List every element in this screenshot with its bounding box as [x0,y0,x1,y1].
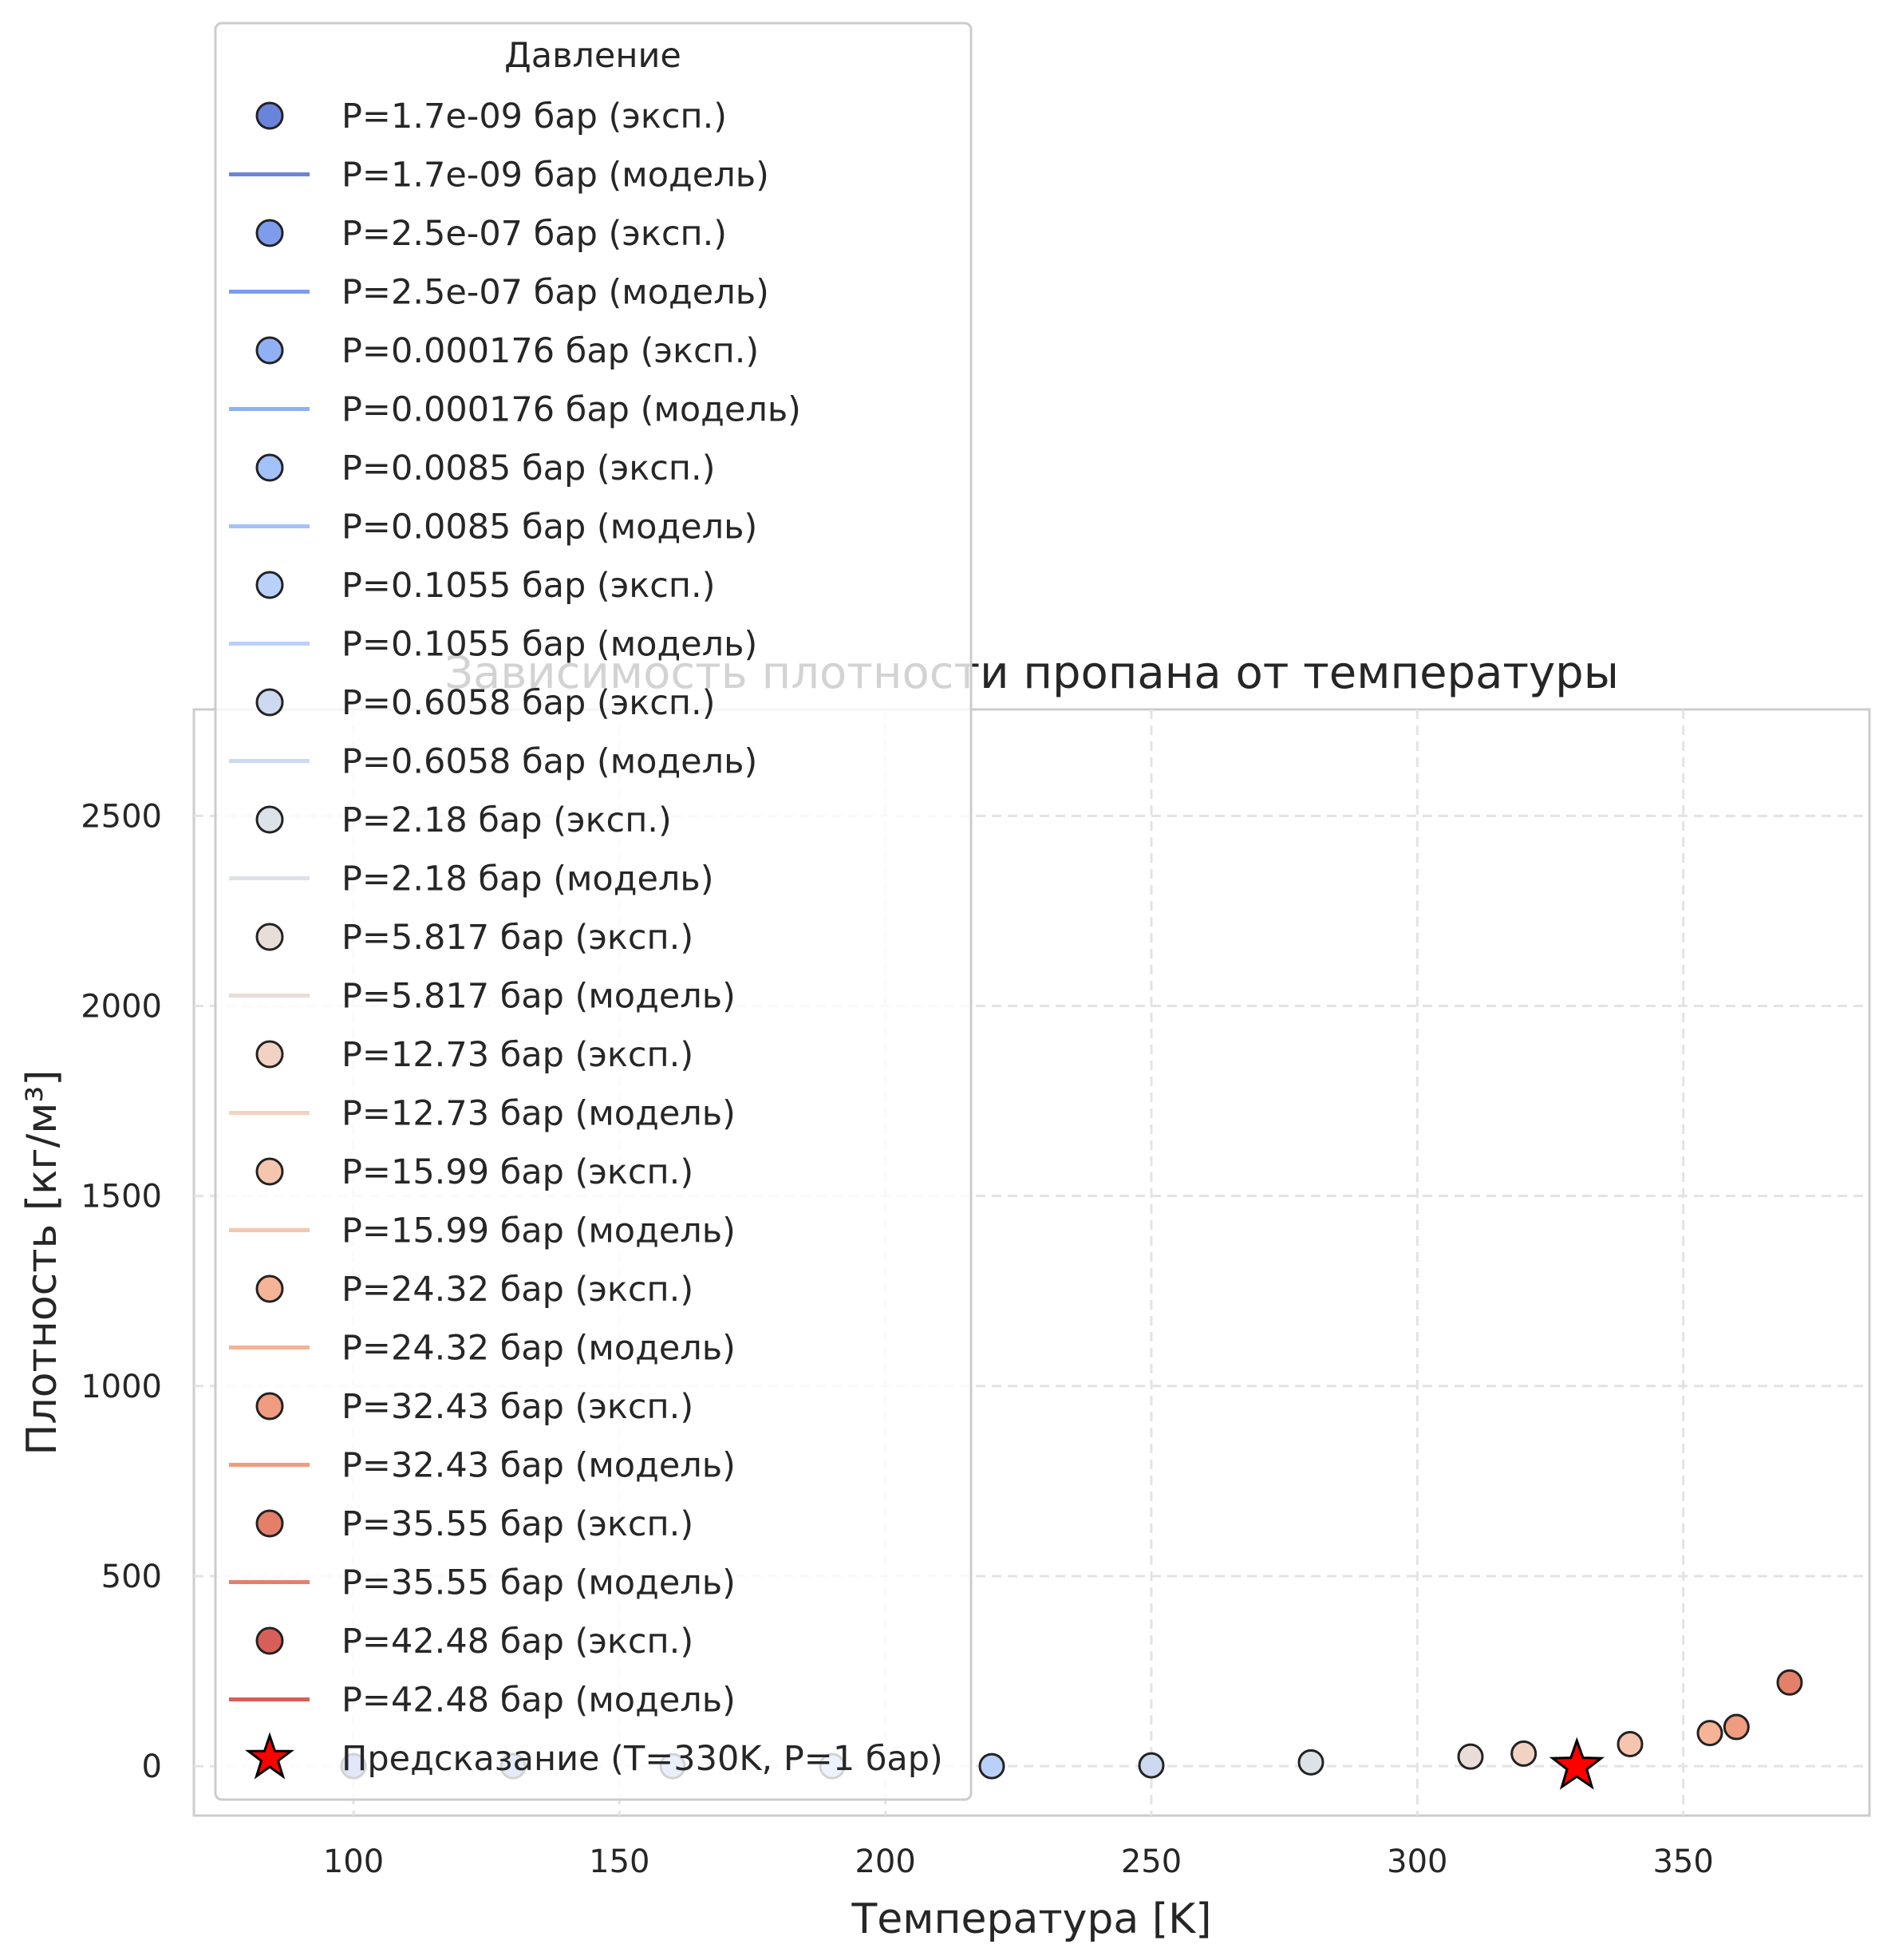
legend-entry-exp: P=12.73 бар (эксп.) [341,1035,693,1075]
legend-marker [255,805,284,834]
legend-marker [255,1392,284,1421]
legend-entry-prediction: Предсказание (T=330K, P=1 бар) [341,1739,943,1779]
legend-marker [255,688,284,717]
legend-entry-exp: P=24.32 бар (эксп.) [341,1270,693,1310]
y-tick-labels: 0 500 1000 1500 2000 2500 [81,798,162,1785]
legend-entry-exp: P=0.0085 бар (эксп.) [341,449,715,488]
legend-marker [255,1040,284,1069]
data-point [1138,1752,1165,1779]
legend-entry-model: P=0.0085 бар (модель) [341,508,757,547]
legend-entry-model: P=2.5e-07 бар (модель) [341,273,769,313]
x-tick-label: 200 [855,1843,915,1880]
data-point [1510,1740,1538,1767]
legend-marker [255,923,284,951]
legend-marker [255,101,284,130]
legend-entry-model: P=15.99 бар (модель) [341,1211,736,1251]
legend-title: Давление [504,36,681,76]
legend-entry-exp: P=1.7e-09 бар (эксп.) [341,97,727,136]
y-tick-label: 500 [101,1559,162,1595]
x-axis-label: Температура [K] [851,1895,1212,1943]
y-tick-label: 2000 [81,989,162,1025]
data-point [978,1753,1005,1780]
legend-entry-exp: P=2.18 бар (эксп.) [341,800,672,840]
legend-entry-exp: P=0.1055 бар (эксп.) [341,566,715,606]
y-tick-label: 0 [142,1749,162,1785]
legend-marker [255,1157,284,1186]
legend-marker [255,1626,284,1655]
y-tick-label: 1500 [81,1179,162,1215]
x-tick-label: 300 [1387,1843,1447,1880]
legend-entry-exp: P=0.000176 бар (эксп.) [341,331,759,371]
data-point [1723,1713,1750,1741]
legend-marker [255,453,284,482]
legend-entry-exp: P=0.6058 бар (эксп.) [341,683,715,723]
legend-entry-exp: P=42.48 бар (эксп.) [341,1622,693,1662]
data-point [1696,1720,1723,1747]
legend-entry-model: P=42.48 бар (модель) [341,1681,736,1721]
legend-entry-model: P=35.55 бар (модель) [341,1563,736,1603]
data-point [1457,1743,1484,1770]
x-tick-label: 100 [323,1843,384,1880]
legend-entry-model: P=0.6058 бар (модель) [341,742,757,782]
x-tick-labels: 100 150 200 250 300 350 [323,1843,1714,1880]
data-point [1297,1749,1324,1776]
legend-entry-model: P=24.32 бар (модель) [341,1329,736,1369]
legend-entry-exp: P=32.43 бар (эксп.) [341,1387,693,1427]
legend-entry-exp: P=5.817 бар (эксп.) [341,918,693,958]
legend-marker [255,571,284,599]
legend-entry-model: P=5.817 бар (модель) [341,977,736,1017]
legend-entry-model: P=0.1055 бар (модель) [341,625,757,665]
legend-entry-exp: P=35.55 бар (эксп.) [341,1504,693,1544]
legend-marker [255,1274,284,1303]
legend-entry-model: P=0.000176 бар (модель) [341,390,801,430]
legend-entry-model: P=2.18 бар (модель) [341,859,714,899]
data-point [1776,1669,1803,1696]
legend-entry-exp: P=15.99 бар (эксп.) [341,1152,693,1192]
legend-entry-model: P=1.7e-09 бар (модель) [341,156,769,196]
legend-marker [255,336,284,365]
legend: Давление P=1.7e-09 бар (эксп.) P=1.7e-09 … [214,22,973,1801]
y-tick-label: 1000 [81,1369,162,1405]
prediction-star [1549,1737,1605,1790]
y-axis-label: Плотность [кг/м³] [18,1069,66,1455]
y-tick-label: 2500 [81,798,162,835]
legend-star-marker [244,1732,295,1780]
legend-marker [255,1509,284,1538]
legend-marker [255,219,284,247]
x-tick-label: 250 [1121,1843,1182,1880]
legend-entry-exp: P=2.5e-07 бар (эксп.) [341,214,727,254]
data-point [1617,1730,1644,1757]
x-tick-label: 150 [589,1843,649,1880]
legend-frame [214,22,973,1801]
x-tick-label: 350 [1652,1843,1713,1880]
legend-entry-model: P=32.43 бар (модель) [341,1446,736,1486]
legend-entry-model: P=12.73 бар (модель) [341,1094,736,1134]
